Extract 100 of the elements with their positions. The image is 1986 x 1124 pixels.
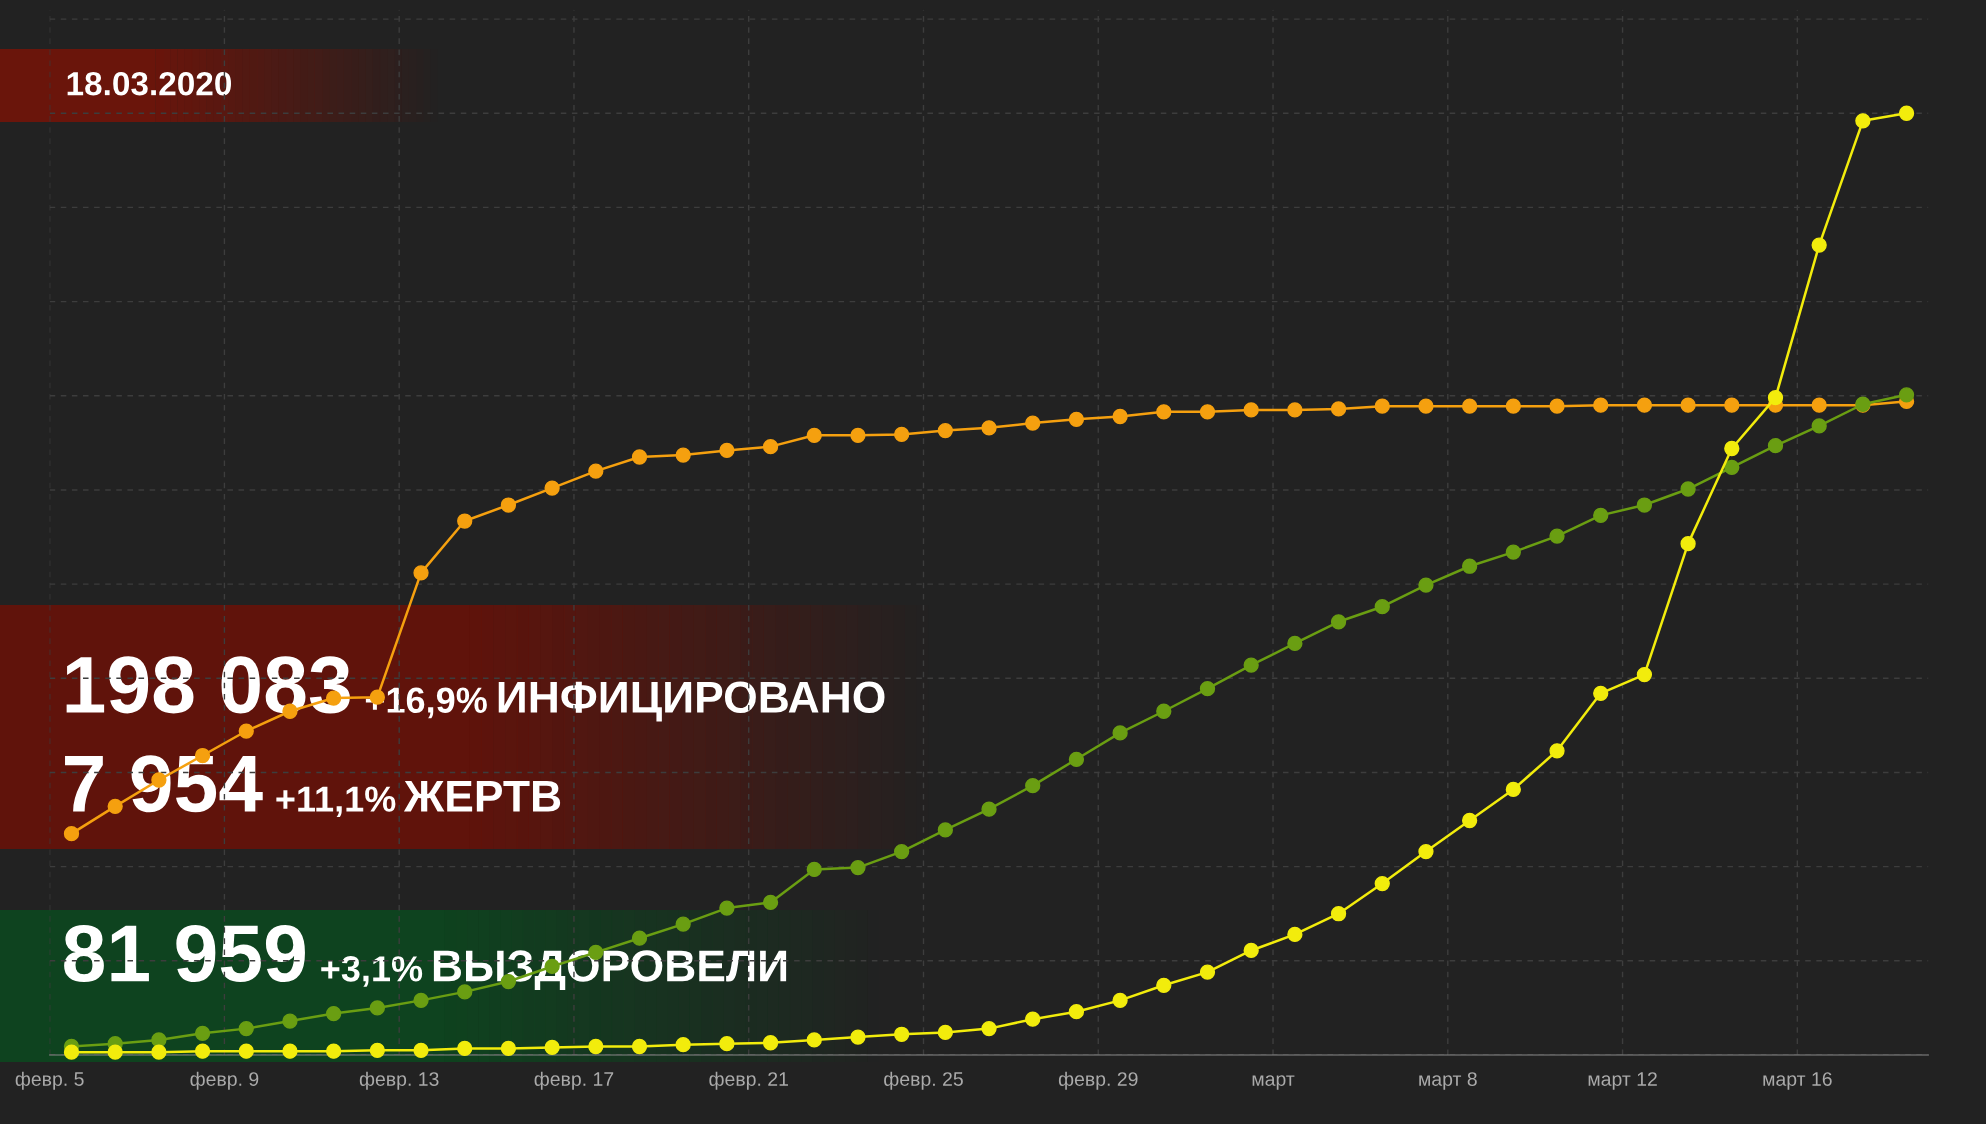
point — [238, 1043, 254, 1059]
point — [1025, 1011, 1041, 1027]
point — [544, 480, 560, 496]
point — [1593, 685, 1609, 702]
point — [894, 843, 910, 860]
point — [588, 463, 604, 479]
point — [1549, 528, 1565, 544]
point — [1636, 497, 1653, 513]
annotation: +11,1% — [276, 786, 396, 818]
point — [1374, 398, 1390, 414]
point — [719, 900, 735, 916]
point — [1287, 402, 1303, 418]
point — [238, 723, 254, 739]
point — [500, 1040, 517, 1057]
point — [631, 930, 648, 946]
point — [1374, 599, 1390, 615]
point — [63, 826, 80, 842]
point — [1898, 387, 1915, 403]
point — [1243, 402, 1259, 418]
point — [1505, 398, 1521, 414]
point — [1025, 778, 1041, 794]
point — [675, 1036, 691, 1053]
point — [107, 1044, 123, 1060]
point — [937, 1024, 953, 1041]
point — [107, 798, 123, 815]
point — [1811, 418, 1827, 434]
point — [151, 1044, 167, 1060]
point — [413, 1042, 429, 1058]
point — [1636, 397, 1653, 413]
point — [1112, 992, 1128, 1009]
point — [194, 1043, 211, 1059]
point — [1680, 481, 1696, 497]
point — [1636, 666, 1653, 683]
point — [1724, 440, 1740, 457]
point — [457, 513, 473, 529]
annotation: +3,1% — [321, 956, 423, 987]
annotation: ИНФИЦИРОВАНО — [498, 681, 885, 722]
point — [1199, 964, 1216, 980]
point — [1112, 408, 1128, 425]
point — [675, 916, 691, 932]
point — [1418, 398, 1434, 414]
point — [1898, 105, 1915, 121]
point — [1287, 926, 1303, 943]
point — [850, 427, 866, 443]
point — [1461, 812, 1478, 829]
point — [63, 1044, 80, 1060]
annotation: ВЫЗДОРОВЕЛИ — [433, 950, 787, 991]
point — [369, 1042, 385, 1058]
point — [282, 1013, 298, 1029]
point — [1374, 875, 1390, 892]
x-tick-label: февр. 9 — [190, 1071, 259, 1090]
point — [457, 1040, 473, 1057]
point — [1593, 507, 1609, 524]
point — [369, 1000, 385, 1016]
point — [1680, 397, 1696, 413]
text: 18.03.2020 — [67, 71, 231, 96]
point — [326, 1043, 342, 1059]
point — [981, 1020, 997, 1037]
point — [981, 420, 997, 436]
annotation: 81 959 — [64, 925, 305, 983]
point — [1330, 401, 1347, 417]
point — [1330, 906, 1347, 922]
point — [894, 1026, 910, 1042]
point — [850, 859, 866, 876]
point — [1855, 113, 1871, 129]
point — [1025, 415, 1041, 431]
point — [1505, 544, 1521, 560]
point — [1811, 397, 1827, 413]
point — [675, 447, 691, 463]
point — [1068, 751, 1085, 767]
point — [719, 1036, 735, 1052]
point — [1243, 657, 1259, 673]
point — [1243, 942, 1259, 959]
point — [1767, 390, 1784, 406]
point — [762, 438, 779, 455]
point — [937, 422, 953, 439]
point — [762, 894, 779, 911]
point — [238, 1020, 254, 1037]
point — [850, 1029, 866, 1045]
x-tick-label: февр. 29 — [1058, 1071, 1138, 1090]
x-tick-label: март 12 — [1588, 1072, 1657, 1090]
point — [1811, 237, 1827, 253]
point — [1593, 397, 1609, 413]
point — [1287, 635, 1303, 652]
x-tick-label: февр. 21 — [709, 1071, 788, 1090]
point — [1156, 404, 1172, 420]
point — [282, 1043, 298, 1059]
point — [719, 442, 735, 459]
point — [1724, 459, 1740, 475]
x-tick-label: март 8 — [1419, 1072, 1477, 1090]
point — [413, 565, 429, 581]
point — [631, 449, 648, 465]
point — [981, 801, 997, 817]
point — [1767, 438, 1784, 454]
point — [1112, 725, 1128, 741]
point — [1418, 843, 1434, 860]
point — [1199, 681, 1216, 697]
point — [326, 1005, 342, 1022]
x-tick-label: февр. 5 — [15, 1071, 84, 1090]
point — [1724, 397, 1740, 413]
